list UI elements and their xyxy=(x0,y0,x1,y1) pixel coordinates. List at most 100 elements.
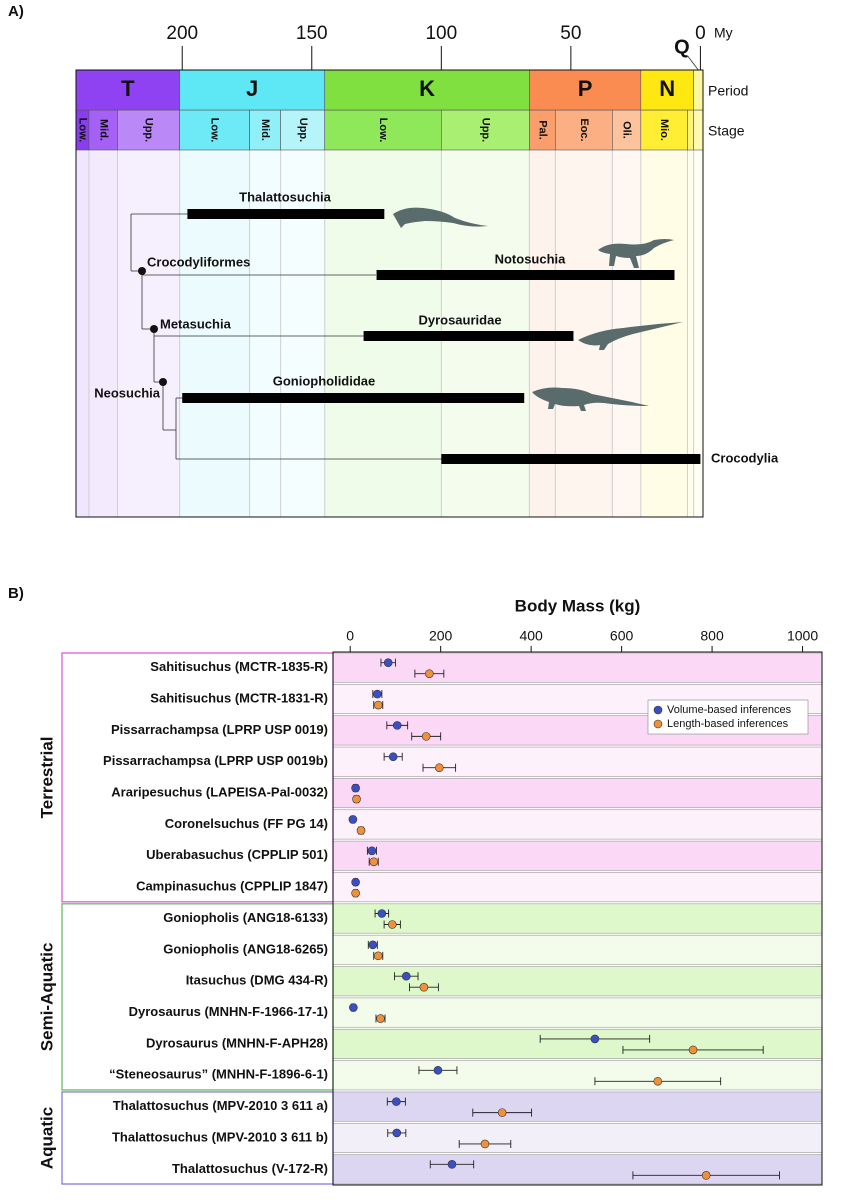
tree-node xyxy=(150,325,158,333)
category-label: Thalattosuchus (V-172-R) xyxy=(172,1161,328,1176)
panel-label: B) xyxy=(8,585,24,602)
x-tick-label: 0 xyxy=(695,23,706,44)
group-box xyxy=(61,903,334,1091)
dot xyxy=(369,857,379,867)
dot xyxy=(590,1034,600,1044)
dot xyxy=(433,1065,443,1075)
silhouette xyxy=(393,207,488,228)
dot xyxy=(447,1160,457,1169)
stage-tint xyxy=(117,150,180,517)
dot xyxy=(653,1076,663,1086)
dot xyxy=(383,658,393,667)
period-label: K xyxy=(419,76,435,101)
x-axis-label: Body Mass (kg) xyxy=(515,596,641,615)
period-label: T xyxy=(121,76,135,101)
stage-label: Low. xyxy=(77,118,89,143)
period-label: J xyxy=(246,76,258,101)
period-cell xyxy=(324,69,530,111)
x-tick-label: 600 xyxy=(610,628,634,644)
category-label: Itasuchus (DMG 434-R) xyxy=(186,973,328,988)
tree-node xyxy=(159,378,167,386)
legend-marker xyxy=(653,719,663,729)
stage-label: Low. xyxy=(377,118,389,143)
dot xyxy=(377,909,387,918)
legend-marker xyxy=(653,705,663,715)
dot xyxy=(392,1097,401,1106)
stage-cell xyxy=(117,109,180,151)
category-label: Pissarrachampsa (LPRP USP 0019) xyxy=(111,722,328,737)
stage-cell xyxy=(687,109,694,151)
dot xyxy=(497,1108,507,1117)
dot xyxy=(688,1045,698,1055)
dot xyxy=(351,783,360,793)
row-band xyxy=(332,1028,823,1059)
dot xyxy=(419,982,429,992)
axis-unit: My xyxy=(714,25,733,41)
category-label: Thalattosuchus (MPV-2010 3 611 b) xyxy=(112,1129,328,1144)
row-band xyxy=(332,746,823,777)
row-band xyxy=(332,1122,823,1153)
node-label: Metasuchia xyxy=(160,316,232,331)
stage-cell xyxy=(441,109,530,151)
row-band xyxy=(332,1060,823,1091)
category-label: Thalattosuchus (MPV-2010 3 611 a) xyxy=(113,1098,328,1113)
clade-label: Thalattosuchia xyxy=(239,189,332,204)
clade-label: Notosuchia xyxy=(495,251,567,266)
silhouettes xyxy=(393,207,683,411)
row-band xyxy=(332,652,823,683)
period-label: P xyxy=(578,76,593,101)
dot xyxy=(367,846,377,856)
group-label: Terrestrial xyxy=(37,736,56,818)
x-tick-label: 100 xyxy=(425,23,457,44)
stage-label: Oli. xyxy=(621,121,633,139)
dot xyxy=(435,763,444,773)
stage-label: Low. xyxy=(209,118,221,143)
period-cell xyxy=(529,69,642,111)
row-band xyxy=(332,1154,823,1185)
stage-label: Pal. xyxy=(536,120,548,140)
dot xyxy=(376,1014,385,1023)
dot xyxy=(401,971,411,981)
stage-cell xyxy=(324,109,442,151)
stage-label: Mid. xyxy=(259,119,271,141)
tree-node xyxy=(138,267,146,275)
x-tick-label: 200 xyxy=(166,23,198,44)
category-label: Dyrosaurus (MNHN-F-1966-17-1) xyxy=(129,1004,328,1019)
period-label: Q xyxy=(674,36,690,58)
period-cell xyxy=(75,69,180,111)
stage-tint xyxy=(280,150,325,517)
dot xyxy=(349,1003,358,1012)
category-label: Pissarrachampsa (LPRP USP 0019b) xyxy=(103,753,328,768)
x-tick-label: 1000 xyxy=(787,628,818,644)
clade-range xyxy=(182,393,525,403)
row-band xyxy=(332,934,823,965)
clade-range xyxy=(441,454,701,464)
dot xyxy=(351,888,360,898)
dot xyxy=(392,721,402,730)
category-label: Campinasuchus (CPPLIP 1847) xyxy=(136,879,328,894)
frame xyxy=(75,69,704,518)
row-band xyxy=(332,1091,823,1122)
stage-tint xyxy=(687,150,694,517)
dot xyxy=(352,794,361,804)
clade-range xyxy=(363,331,574,341)
group-label: Aquatic xyxy=(37,1107,56,1169)
x-tick-label: 50 xyxy=(560,23,581,44)
category-label: Sahitisuchus (MCTR-1831-R) xyxy=(150,690,328,705)
panel-a: Low. Mid. Upp. Low. Mid. Upp. Low. Upp. Pal. Eoc.… xyxy=(75,23,779,518)
stage-label: Upp. xyxy=(143,118,155,142)
row-band xyxy=(332,903,823,934)
row-band xyxy=(332,997,823,1028)
plot-frame xyxy=(332,651,823,1186)
stage-cell xyxy=(179,109,250,151)
stage-label: Upp. xyxy=(479,118,491,142)
dot xyxy=(387,920,397,929)
stage-cell xyxy=(693,109,704,151)
x-tick-label: 200 xyxy=(429,628,453,644)
clade-label: Crocodylia xyxy=(711,450,779,465)
row-label: Period xyxy=(708,83,748,99)
stage-label: Upp. xyxy=(297,118,309,142)
silhouette xyxy=(532,387,649,411)
group-label: Semi-Aquatic xyxy=(37,943,56,1052)
